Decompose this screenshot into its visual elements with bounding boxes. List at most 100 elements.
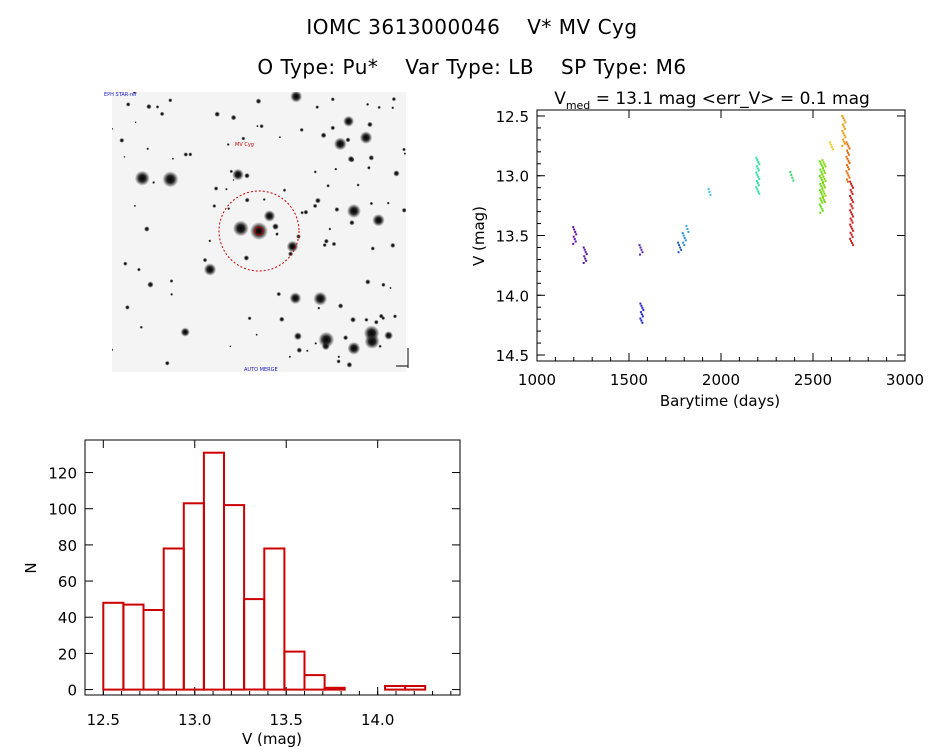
lc-data-point — [851, 242, 854, 244]
lc-data-point — [850, 233, 853, 236]
lc-data-point — [843, 134, 846, 137]
sky-star — [317, 306, 321, 310]
lc-data-point — [841, 123, 844, 126]
sky-star — [255, 333, 258, 336]
lc-data-point — [639, 317, 642, 320]
hist-bar — [102, 601, 125, 691]
lc-data-point — [640, 248, 643, 251]
sky-star — [272, 223, 279, 231]
object-type: O Type: Pu* — [257, 55, 379, 79]
lc-data-point — [848, 153, 850, 156]
lc-data-point — [585, 253, 588, 256]
sky-star — [320, 132, 327, 139]
sky-star — [259, 124, 264, 129]
sky-star — [119, 137, 125, 143]
sky-star — [232, 179, 235, 181]
sky-star — [347, 341, 361, 355]
lc-data-point — [683, 236, 686, 239]
sky-star — [134, 170, 150, 186]
lc-data-point — [707, 187, 710, 190]
sky-star — [333, 137, 347, 151]
sky-star — [112, 127, 114, 130]
lc-data-point — [639, 311, 642, 314]
sky-star — [369, 201, 374, 206]
lc-data-point — [846, 172, 849, 175]
hist-bar — [142, 609, 165, 691]
lc-data-point — [851, 227, 854, 230]
lc-data-point — [847, 160, 850, 162]
sky-star — [275, 232, 279, 236]
sky-star — [363, 325, 380, 342]
sky-star — [212, 204, 217, 208]
lc-data-point — [677, 251, 680, 254]
lc-data-point — [822, 182, 824, 185]
sky-star — [144, 226, 150, 232]
sky-star — [349, 220, 355, 226]
lc-data-point — [583, 248, 586, 251]
lc-data-point — [818, 160, 821, 163]
chart-title-line1: IOMC 3613000046 V* MV Cyg — [0, 15, 944, 39]
lc-data-point — [851, 213, 854, 216]
variability-type: Var Type: LB — [405, 55, 535, 79]
sky-compass-icon — [396, 348, 409, 368]
lc-data-point — [823, 184, 825, 187]
hist-y-tick-label: 20 — [58, 645, 77, 663]
lc-axis-ticks: 1000 1500 2000 2500 3000 12.5 13.0 13.5 14.0 14.5 — [496, 108, 925, 389]
sky-star — [227, 207, 231, 211]
sky-star — [378, 313, 384, 319]
lc-data-point — [755, 186, 758, 189]
hist-bar — [384, 685, 407, 691]
lc-data-point — [842, 117, 845, 120]
sky-star — [299, 127, 304, 132]
hist-x-tick-label: 14.0 — [361, 711, 394, 729]
lc-data-point — [830, 146, 833, 149]
sky-star — [321, 342, 330, 351]
sky-star — [315, 105, 320, 109]
sky-star — [202, 257, 208, 263]
hist-x-tick-label: 13.5 — [270, 711, 303, 729]
sky-star — [125, 305, 130, 310]
sky-star — [364, 317, 369, 322]
sky-star — [263, 210, 276, 222]
lc-data-point — [848, 147, 851, 150]
sky-star — [391, 96, 397, 102]
sky-star — [282, 188, 287, 192]
lc-title-rest: = 13.1 mag <err_V> = 0.1 mag — [590, 89, 870, 109]
chart-title-line2: O Type: Pu* Var Type: LB SP Type: M6 — [0, 55, 944, 79]
lc-data-point — [679, 246, 682, 249]
lc-data-point — [841, 144, 844, 147]
lc-data-point — [819, 183, 822, 185]
lc-data-point — [758, 163, 761, 166]
sky-star — [232, 220, 249, 237]
sky-star — [372, 214, 385, 227]
sky-star — [171, 157, 175, 160]
lc-data-point — [819, 168, 822, 171]
lc-data-point — [574, 240, 577, 243]
lc-data-point — [757, 190, 760, 193]
lc-data-point — [755, 156, 758, 159]
lc-data-point — [850, 240, 853, 242]
sky-star — [381, 282, 386, 287]
lc-data-point — [639, 253, 641, 256]
sky-corner-label-top: EPH STAR-ref — [104, 92, 137, 98]
sky-star — [368, 155, 375, 161]
lc-data-point — [821, 173, 824, 176]
lc-data-point — [822, 167, 824, 170]
lc-data-point — [849, 217, 852, 220]
sky-star — [170, 292, 174, 296]
lc-data-point — [819, 197, 822, 200]
lc-data-point — [846, 157, 849, 160]
sky-star — [244, 172, 250, 179]
lc-title-subscript: med — [566, 99, 590, 112]
lc-data-point — [847, 180, 849, 183]
lc-data-point — [844, 136, 847, 139]
lc-data-point — [851, 207, 854, 210]
hist-y-tick-label: 80 — [58, 537, 77, 555]
lc-data-point — [824, 201, 826, 203]
lc-y-axis-label: V (mag) — [470, 206, 488, 266]
lc-data-point — [846, 164, 848, 167]
lc-data-point — [756, 188, 759, 191]
lc-data-point — [687, 230, 690, 233]
sky-star — [112, 348, 114, 352]
lc-data-point — [843, 119, 846, 122]
